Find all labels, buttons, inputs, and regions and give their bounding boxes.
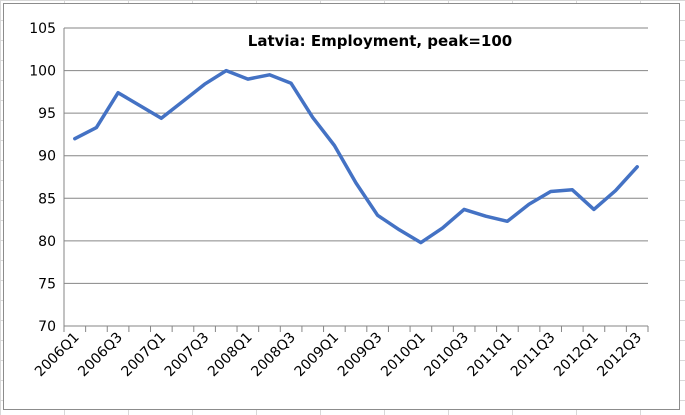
- y-tick-label: 75: [38, 276, 56, 292]
- chart-title: Latvia: Employment, peak=100: [248, 32, 512, 50]
- x-tick-label: 2008Q1: [205, 330, 256, 381]
- x-tick-label: 2008Q3: [248, 330, 299, 381]
- x-tick-labels: 2006Q12006Q32007Q12007Q32008Q12008Q32009…: [32, 326, 649, 381]
- horizontal-gridlines: [64, 27, 648, 327]
- y-tick-labels: 70 75 80 85 90 95 100 105: [29, 21, 56, 335]
- y-tick-label: 105: [29, 21, 56, 37]
- x-tick-label: 2009Q3: [335, 330, 386, 381]
- x-tick-label: 2010Q3: [421, 330, 472, 381]
- x-tick-label: 2012Q3: [594, 330, 645, 381]
- y-tick-label: 95: [38, 106, 56, 122]
- employment-series-line: [73, 68, 639, 245]
- x-tick-label: 2006Q1: [32, 330, 83, 381]
- x-tick-label: 2006Q3: [75, 330, 126, 381]
- x-tick-label: 2007Q1: [119, 330, 170, 381]
- x-tick-label: 2010Q1: [378, 330, 429, 381]
- x-tick-label: 2011Q1: [465, 330, 516, 381]
- y-tick-label: 100: [29, 64, 56, 80]
- y-tick-label: 80: [38, 234, 56, 250]
- y-tick-label: 70: [38, 319, 56, 335]
- x-tick-label: 2007Q3: [162, 330, 213, 381]
- x-tick-label: 2011Q3: [508, 330, 559, 381]
- y-tick-label: 85: [38, 191, 56, 207]
- x-tick-label: 2009Q1: [292, 330, 343, 381]
- x-tick-label: 2012Q1: [551, 330, 602, 381]
- y-tick-label: 90: [38, 149, 56, 165]
